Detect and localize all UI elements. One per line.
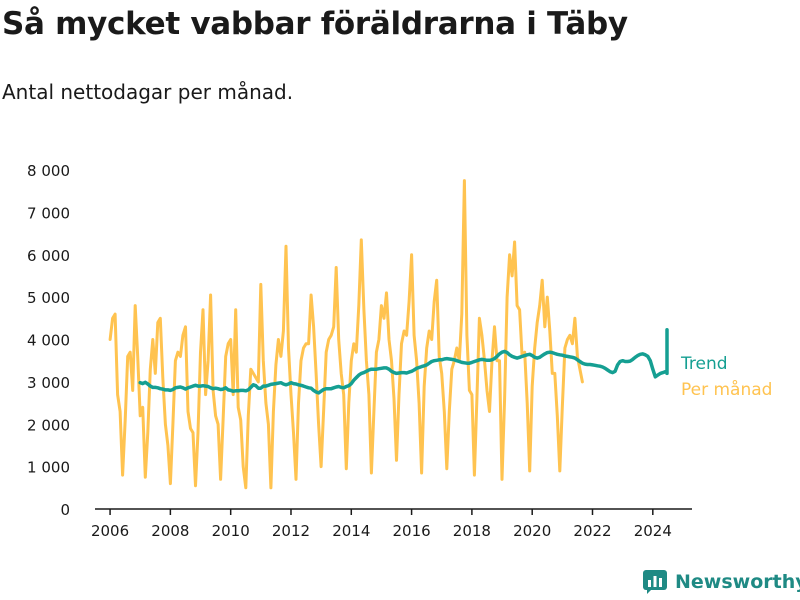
- bar-chart-logo-icon: [643, 570, 667, 594]
- x-tick-label: 2024: [634, 522, 672, 540]
- y-tick-label: 6 000: [27, 247, 70, 265]
- x-axis-ticks: 2006 2008 2010 2012 2014 2016 2018 2020 2022 2024: [91, 509, 672, 540]
- y-tick-label: 5 000: [27, 289, 70, 307]
- series-end-labels: Per månad Trend: [680, 354, 772, 400]
- y-tick-label: 2 000: [27, 416, 70, 434]
- y-tick-label: 7 000: [27, 204, 70, 222]
- brand-name: Newsworthy: [675, 571, 800, 593]
- x-tick-label: 2010: [212, 522, 250, 540]
- x-tick-label: 2006: [91, 522, 129, 540]
- x-tick-label: 2012: [272, 522, 310, 540]
- x-tick-label: 2008: [151, 522, 189, 540]
- x-tick-label: 2016: [392, 522, 430, 540]
- chart-subtitle: Antal nettodagar per månad.: [2, 80, 294, 104]
- y-tick-label: 4 000: [27, 332, 70, 350]
- y-tick-label: 3 000: [27, 374, 70, 392]
- y-tick-label: 0: [60, 501, 70, 519]
- trend-series-label: Trend: [680, 354, 728, 374]
- monthly-line: [108, 179, 584, 490]
- trend-line: [138, 328, 669, 395]
- x-tick-label: 2018: [453, 522, 491, 540]
- y-axis-ticks: 0 1 000 2 000 3 000 4 000 5 000 6 000 7 000 8 00…: [27, 162, 70, 519]
- y-tick-label: 8 000: [27, 162, 70, 180]
- y-tick-label: 1 000: [27, 459, 70, 477]
- x-tick-label: 2014: [332, 522, 370, 540]
- series-lines: [108, 179, 669, 490]
- chart-title: Så mycket vabbar föräldrarna i Täby: [2, 6, 628, 42]
- brand-logo: Newsworthy: [643, 570, 800, 594]
- x-tick-label: 2020: [513, 522, 551, 540]
- monthly-series-label: Per månad: [681, 379, 772, 400]
- x-tick-label: 2022: [573, 522, 611, 540]
